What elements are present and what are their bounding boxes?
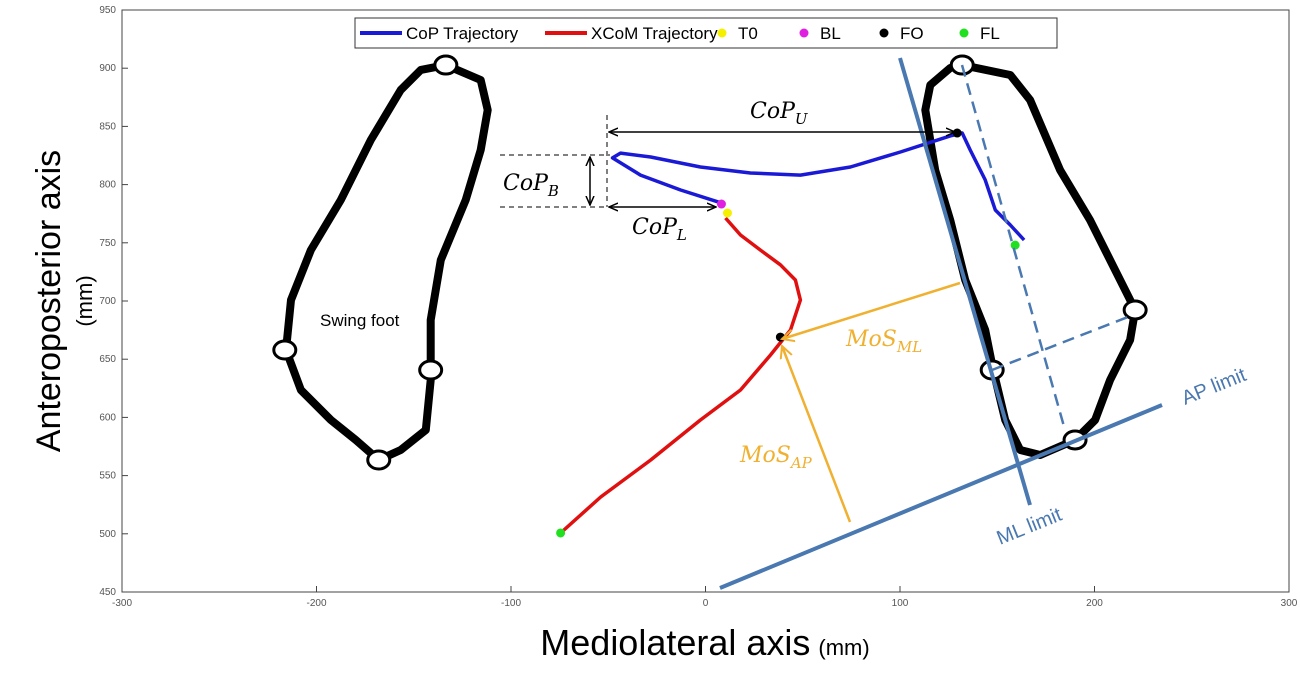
annotation: CoPB	[503, 171, 559, 200]
landmark	[272, 339, 298, 361]
point	[716, 199, 726, 209]
y-tick-label: 650	[99, 354, 116, 365]
legend-swatch	[959, 28, 969, 38]
y-tick-label: 950	[99, 5, 116, 16]
x-tick-label: -200	[306, 598, 326, 609]
annotation: Swing foot	[320, 311, 400, 330]
arrow	[782, 281, 961, 339]
y-tick-label: 450	[99, 587, 116, 598]
annotation-shapes	[500, 57, 1163, 590]
annotation-text: MoS	[845, 327, 897, 352]
ap-limit-line	[719, 403, 1163, 590]
y-tick-label: 500	[99, 529, 116, 540]
annotation-text: MoS	[739, 443, 791, 468]
y-tick-label: 600	[99, 412, 116, 423]
x-tick-label: 0	[703, 598, 709, 609]
point	[952, 128, 962, 138]
landmark	[366, 449, 392, 471]
legend-label: FO	[900, 24, 924, 43]
plot-area	[121, 9, 1290, 593]
annotation: CoPL	[632, 215, 687, 244]
y-axis-unit: (mm)	[72, 275, 97, 326]
y-tick-label: 750	[99, 238, 116, 249]
annotation-sub: U	[795, 110, 809, 128]
x-tick-label: -300	[112, 598, 132, 609]
legend-swatch	[879, 28, 889, 38]
annotation-text: CoP	[750, 99, 796, 124]
dashed-line	[991, 313, 1134, 372]
legend-swatch	[799, 28, 809, 38]
annotation-sub: ML	[896, 338, 922, 356]
legend-label: FL	[980, 24, 1000, 43]
legend-label: CoP Trajectory	[406, 24, 519, 43]
annotation-sub: AP	[789, 454, 813, 472]
legend: CoP Trajectory XCoM Trajectory T0 BL FO FL	[354, 17, 1058, 49]
x-axis-label: Mediolateral axis (mm)	[540, 622, 869, 663]
landmark	[433, 54, 459, 76]
point	[556, 528, 566, 538]
y-tick-label: 550	[99, 471, 116, 482]
y-tick-label: 900	[99, 63, 116, 74]
legend-box	[354, 17, 1058, 49]
foot-outline	[282, 61, 492, 464]
trajectory	[610, 131, 1026, 242]
legend-label: XCoM Trajectory	[591, 24, 718, 43]
legend-label: BL	[820, 24, 841, 43]
annotation: MoSML	[845, 327, 922, 356]
x-tick-label: -100	[501, 598, 521, 609]
legend-label: T0	[738, 24, 758, 43]
legend-swatch	[717, 28, 727, 38]
landmark	[1122, 299, 1148, 321]
y-tick-label: 850	[99, 121, 116, 132]
annotation-text: CoP	[632, 215, 678, 240]
annotation-text: CoP	[503, 171, 549, 196]
x-axis-title: Mediolateral axis	[540, 622, 810, 663]
arrow	[782, 346, 852, 523]
dashed-line	[960, 64, 1067, 431]
x-tick-label: 300	[1281, 598, 1298, 609]
point	[1010, 240, 1020, 250]
y-tick-label: 700	[99, 296, 116, 307]
annotation: MoSAP	[739, 443, 813, 472]
landmark	[418, 359, 444, 381]
y-axis-label: Anteroposterior axis	[30, 150, 68, 452]
point	[775, 332, 785, 342]
point	[722, 208, 732, 218]
x-tick-label: 200	[1086, 598, 1103, 609]
annotation-sub: B	[547, 182, 559, 200]
annotation-sub: L	[676, 226, 687, 244]
x-tick-label: 100	[892, 598, 909, 609]
annotation: CoPU	[750, 99, 809, 128]
y-tick-label: 800	[99, 180, 116, 191]
x-axis-unit: (mm)	[818, 635, 869, 660]
